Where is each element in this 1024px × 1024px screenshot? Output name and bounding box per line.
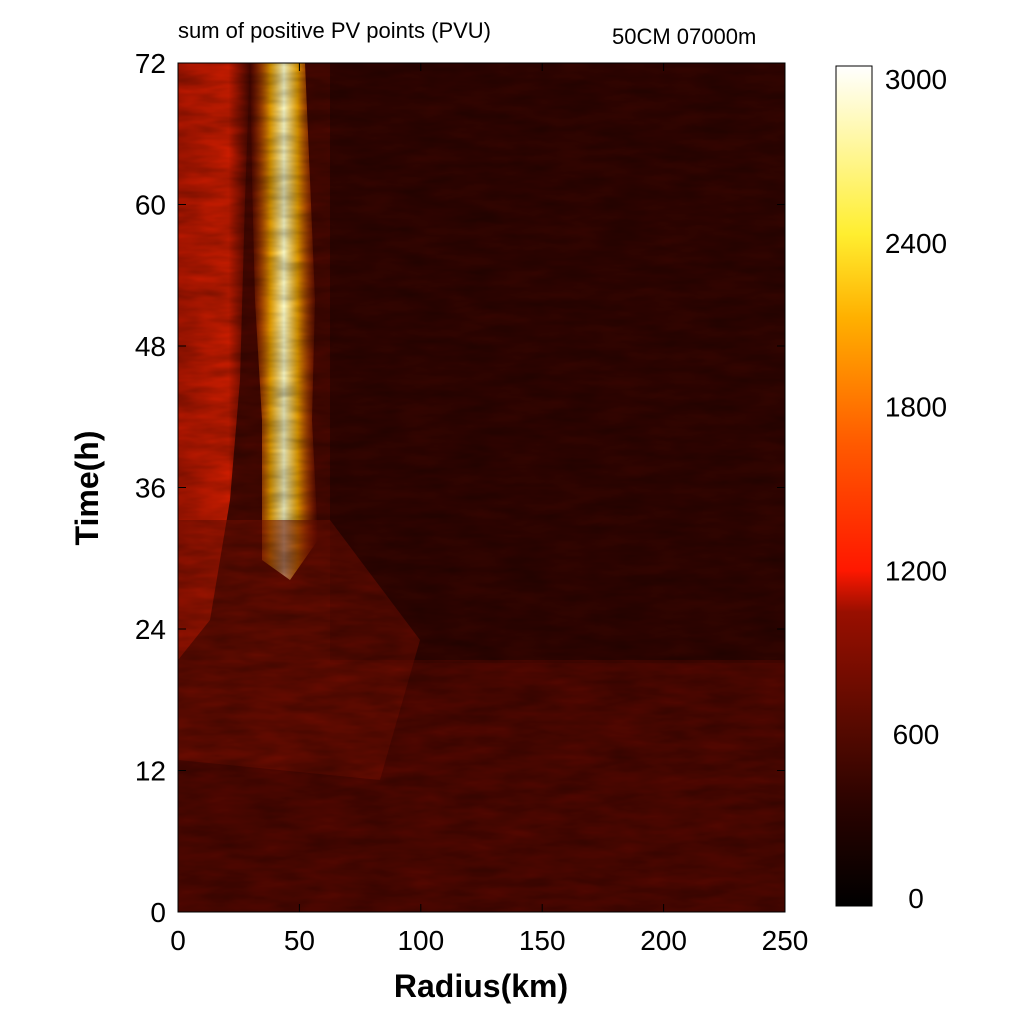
y-tick-label: 48 [135, 331, 166, 362]
y-tick-label: 0 [150, 897, 166, 928]
colorbar-tick-label: 1800 [885, 392, 947, 423]
x-tick-label: 100 [397, 925, 444, 956]
colorbar-tick-label: 3000 [885, 64, 947, 95]
chart-subtitle: 50CM 07000m [612, 24, 757, 49]
heatmap-field [178, 63, 785, 912]
colorbar [835, 65, 873, 907]
y-tick-label: 36 [135, 473, 166, 504]
x-tick-label: 150 [519, 925, 566, 956]
x-axis: 0 50 100 150 200 250 [170, 63, 808, 956]
x-tick-label: 200 [640, 925, 687, 956]
x-tick-label: 250 [762, 925, 809, 956]
x-tick-label: 0 [170, 925, 186, 956]
colorbar-tick-label: 1200 [885, 555, 947, 586]
y-axis: 0 12 24 36 48 60 72 [135, 48, 785, 928]
x-tick-label: 50 [284, 925, 315, 956]
colorbar-tick-label: 0 [908, 883, 924, 914]
chart-title: sum of positive PV points (PVU) [178, 18, 492, 43]
colorbar-tick-label: 2400 [885, 228, 947, 259]
y-tick-label: 72 [135, 48, 166, 79]
y-tick-label: 60 [135, 190, 166, 221]
colorbar-tick-label: 600 [893, 719, 940, 750]
heatmap-texture [178, 63, 785, 912]
y-tick-label: 12 [135, 756, 166, 787]
x-axis-title: Radius(km) [394, 968, 568, 1004]
colorbar-axis: 0 600 1200 1800 2400 3000 [885, 64, 947, 914]
y-tick-label: 24 [135, 614, 166, 645]
y-axis-title: Time(h) [69, 431, 105, 546]
